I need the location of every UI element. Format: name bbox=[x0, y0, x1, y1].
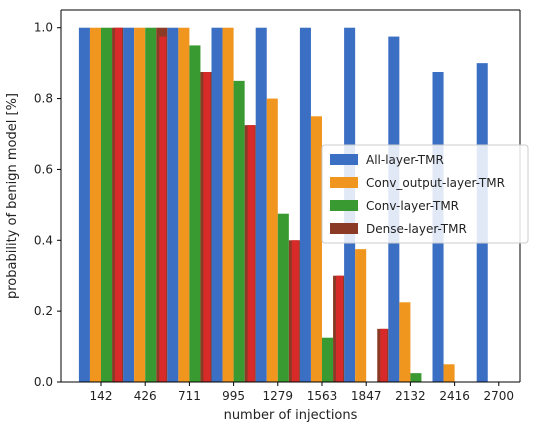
y-tick-label: 0.8 bbox=[34, 92, 53, 106]
bar-all-layer-tmr-1563 bbox=[299, 27, 311, 383]
bar-all-layer-tmr-1279 bbox=[255, 27, 267, 383]
bar-conv-output-layer-tmr-711 bbox=[178, 27, 190, 383]
bar-conv-layer-tmr-142 bbox=[101, 27, 113, 383]
bar-all-layer-tmr-711 bbox=[167, 27, 179, 383]
bar-conv-output-layer-tmr-2132 bbox=[399, 302, 411, 382]
axes-group bbox=[60, 9, 521, 383]
legend-box bbox=[321, 144, 529, 244]
bar-all-layer-tmr-426 bbox=[123, 27, 135, 383]
bar-conv-layer-tmr-1563 bbox=[322, 337, 334, 382]
legend-entry: Conv_output-layer-TMR bbox=[366, 176, 505, 190]
y-tick-label: 0.0 bbox=[34, 375, 53, 389]
x-tick-label: 142 bbox=[90, 389, 113, 403]
overlay-bar-711 bbox=[203, 72, 211, 382]
bar-all-layer-tmr-142 bbox=[78, 27, 90, 383]
x-tick-label: 2700 bbox=[484, 389, 515, 403]
overlay-bar-426 bbox=[159, 36, 167, 382]
legend-swatch bbox=[330, 154, 358, 165]
x-tick-label: 2132 bbox=[395, 389, 426, 403]
bar-conv-layer-tmr-995 bbox=[233, 80, 245, 383]
bar-conv-output-layer-tmr-1847 bbox=[355, 249, 367, 382]
y-tick-label: 0.4 bbox=[34, 233, 53, 247]
bar-conv-layer-tmr-1279 bbox=[277, 213, 289, 382]
x-tick-label: 1563 bbox=[307, 389, 338, 403]
legend-swatch bbox=[330, 200, 358, 211]
legend-swatch bbox=[330, 177, 358, 188]
y-tick-label: 0.6 bbox=[34, 162, 53, 176]
bar-conv-output-layer-tmr-995 bbox=[222, 27, 234, 383]
bar-conv-layer-tmr-711 bbox=[189, 45, 201, 383]
y-tick-label: 1.0 bbox=[34, 21, 53, 35]
legend-entry: Dense-layer-TMR bbox=[366, 222, 467, 236]
bar-conv-layer-tmr-426 bbox=[145, 27, 157, 383]
x-ticks: 142 426 711 995 1279 1563 1847 2132 2416 2700 bbox=[90, 382, 515, 403]
legend-swatch bbox=[330, 223, 358, 234]
x-tick-label: 1847 bbox=[351, 389, 382, 403]
y-tick-label: 0.2 bbox=[34, 304, 53, 318]
bar-conv-output-layer-tmr-426 bbox=[134, 27, 146, 383]
y-ticks: 0.0 0.2 0.4 0.6 0.8 1.0 bbox=[34, 21, 61, 389]
bar-all-layer-tmr-995 bbox=[211, 27, 223, 383]
bar-conv-output-layer-tmr-1563 bbox=[310, 116, 322, 382]
overlay-bar-995 bbox=[247, 125, 255, 382]
bar-conv-output-layer-tmr-2416 bbox=[443, 364, 455, 382]
legend-entry: Conv-layer-TMR bbox=[366, 199, 459, 213]
overlay-bar-1279 bbox=[291, 240, 299, 382]
x-tick-label: 1279 bbox=[263, 389, 294, 403]
x-axis-label: number of injections bbox=[224, 408, 358, 423]
bar-conv-layer-tmr-2132 bbox=[410, 373, 422, 382]
y-axis-label: probability of benign model [%] bbox=[5, 93, 20, 299]
legend: All-layer-TMR Conv_output-layer-TMR Conv-l… bbox=[321, 144, 529, 244]
x-tick-label: 2416 bbox=[439, 389, 470, 403]
x-tick-label: 426 bbox=[134, 389, 157, 403]
overlay-bar-142 bbox=[115, 27, 123, 383]
bar-conv-output-layer-tmr-142 bbox=[89, 27, 101, 383]
x-tick-label: 995 bbox=[222, 389, 245, 403]
x-tick-label: 711 bbox=[178, 389, 201, 403]
bar-conv-output-layer-tmr-1279 bbox=[266, 98, 278, 382]
legend-entry: All-layer-TMR bbox=[366, 153, 444, 167]
overlay-bar-1847 bbox=[380, 328, 388, 382]
overlay-bar-1563 bbox=[336, 275, 344, 382]
